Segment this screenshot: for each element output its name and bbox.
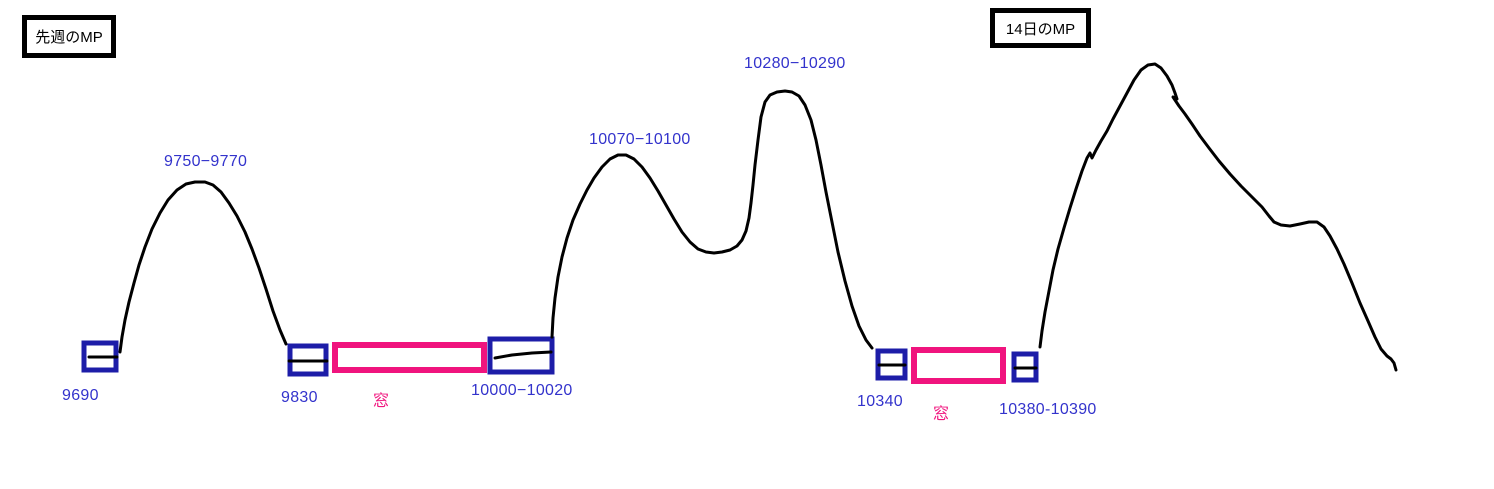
label-window-1: 窓 bbox=[373, 393, 390, 410]
label-window-2: 窓 bbox=[933, 406, 950, 423]
label-open-9690: 9690 bbox=[62, 387, 99, 404]
label-peak-9750-9770: 9750−9770 bbox=[164, 153, 248, 170]
label-peak-10070-10100: 10070−10100 bbox=[589, 131, 691, 148]
window-box-1 bbox=[332, 342, 487, 373]
label-open-10340: 10340 bbox=[857, 393, 903, 410]
label-peak-10280-10290: 10280−10290 bbox=[744, 55, 846, 72]
label-range-10380-10390: 10380-10390 bbox=[999, 401, 1097, 418]
legend-box-day14-mp: 14日のMP bbox=[990, 8, 1091, 48]
open-mark-10000 bbox=[493, 350, 553, 360]
label-range-10000-10020: 10000−10020 bbox=[471, 382, 573, 399]
price-curve-week1-hills2-3 bbox=[550, 89, 874, 350]
price-curve-week1-hill1 bbox=[118, 180, 288, 354]
legend-box-last-week-mp: 先週のMP bbox=[22, 15, 116, 58]
open-box-10000 bbox=[487, 336, 555, 375]
price-curve-day14 bbox=[1038, 62, 1398, 372]
label-open-9830: 9830 bbox=[281, 389, 318, 406]
window-box-2 bbox=[911, 347, 1006, 384]
legend-label-last-week-mp: 先週のMP bbox=[35, 29, 103, 46]
legend-label-day14-mp: 14日のMP bbox=[1005, 20, 1076, 38]
